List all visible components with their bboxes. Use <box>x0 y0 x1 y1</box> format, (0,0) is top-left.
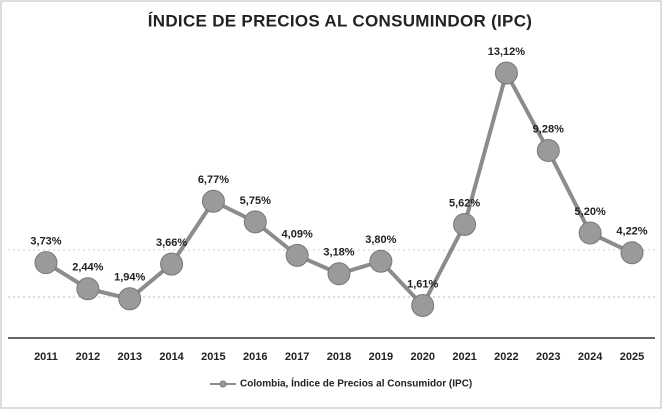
point <box>412 294 434 316</box>
x-tick-label: 2024 <box>578 351 603 363</box>
x-tick-label: 2023 <box>536 351 560 363</box>
value-label: 1,94% <box>114 272 145 284</box>
point <box>328 263 350 285</box>
value-label: 3,80% <box>365 234 396 246</box>
value-label: 4,22% <box>616 226 647 238</box>
value-label: 1,61% <box>407 278 438 290</box>
point <box>161 253 183 275</box>
point <box>77 278 99 300</box>
x-tick-label: 2020 <box>410 351 434 363</box>
value-label: 9,28% <box>533 123 564 135</box>
point <box>370 250 392 272</box>
point <box>119 288 141 310</box>
chart: ÍNDICE DE PRECIOS AL CONSUMINDOR (IPC) 2… <box>0 0 662 409</box>
x-tick-label: 2014 <box>159 351 184 363</box>
x-tick-label: 2022 <box>494 351 518 363</box>
value-label: 6,77% <box>198 174 229 186</box>
value-label: 4,09% <box>282 228 313 240</box>
x-tick-label: 2025 <box>620 351 644 363</box>
value-label: 5,75% <box>240 195 271 207</box>
x-tick-label: 2011 <box>34 351 58 363</box>
x-tick-label: 2016 <box>243 351 267 363</box>
page: {"chart_data": {"type": "line", "title":… <box>0 0 662 409</box>
value-label: 2,44% <box>72 262 103 274</box>
point <box>454 213 476 235</box>
value-label: 3,18% <box>323 247 354 259</box>
chart-title: ÍNDICE DE PRECIOS AL CONSUMINDOR (IPC) <box>148 11 532 30</box>
value-label: 3,73% <box>30 236 61 248</box>
value-label: 5,20% <box>575 206 606 218</box>
x-tick-label: 2013 <box>117 351 141 363</box>
point <box>286 244 308 266</box>
legend-label: Colombia, Índice de Precios al Consumido… <box>240 377 472 390</box>
x-tick-label: 2021 <box>452 351 476 363</box>
point <box>621 242 643 264</box>
point <box>495 62 517 84</box>
point <box>579 222 601 244</box>
point <box>537 140 559 162</box>
value-label: 13,12% <box>488 46 526 58</box>
x-tick-label: 2019 <box>369 351 393 363</box>
legend-marker <box>220 381 226 387</box>
x-tick-label: 2017 <box>285 351 309 363</box>
x-tick-label: 2018 <box>327 351 351 363</box>
value-label: 5,62% <box>449 197 480 209</box>
point <box>35 252 57 274</box>
x-tick-label: 2015 <box>201 351 225 363</box>
value-label: 3,66% <box>156 237 187 249</box>
frame <box>1 1 661 408</box>
point <box>202 190 224 212</box>
x-tick-label: 2012 <box>76 351 100 363</box>
point <box>244 211 266 233</box>
